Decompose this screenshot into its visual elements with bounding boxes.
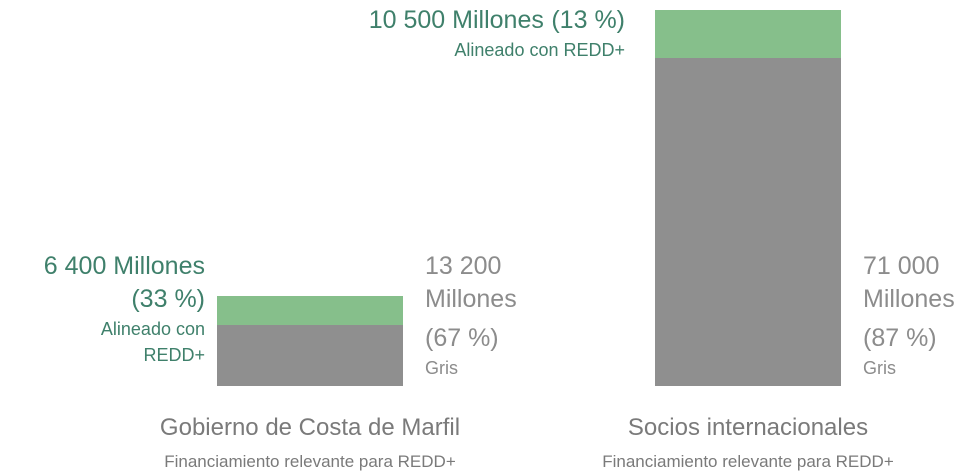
- grey-label: 71 000 Millones (87 %) Gris: [863, 250, 972, 381]
- value-label: 71 000 Millones: [863, 252, 955, 313]
- bar-segment: [655, 58, 841, 386]
- share-label: (67 %): [425, 324, 499, 352]
- share-label: (33 %): [131, 285, 205, 313]
- share-label: (87 %): [863, 324, 937, 352]
- category-subtitle: Financiamiento relevante para REDD+: [602, 452, 894, 471]
- series-name: Alineado con REDD+: [100, 319, 205, 365]
- series-name: Gris: [863, 358, 896, 378]
- grey-label: 13 200 Millones (67 %) Gris: [425, 250, 539, 381]
- share-label: (13 %): [551, 6, 625, 34]
- value-label: 10 500 Millones: [368, 6, 544, 34]
- green-label: 10 500 Millones (13 %) Alineado con REDD+: [205, 4, 625, 63]
- category-label: Gobierno de Costa de Marfil: [159, 414, 461, 441]
- series-name: Gris: [425, 358, 458, 378]
- bar-segment: [217, 295, 403, 326]
- value-label: 6 400 Millones: [43, 252, 205, 280]
- value-label-line: 6 400 Millones (33 %): [0, 250, 205, 316]
- value-label-line: 10 500 Millones (13 %): [205, 4, 625, 37]
- bar-segment: [655, 10, 841, 59]
- series-name: Alineado con REDD+: [454, 40, 625, 60]
- green-label: 6 400 Millones (33 %) Alineado con REDD+: [0, 250, 205, 368]
- category-subtitle: Financiamiento relevante para REDD+: [164, 452, 456, 471]
- category-label: Socios internacionales: [627, 414, 869, 441]
- value-label: 13 200 Millones: [425, 252, 517, 313]
- bar-segment: [217, 325, 403, 386]
